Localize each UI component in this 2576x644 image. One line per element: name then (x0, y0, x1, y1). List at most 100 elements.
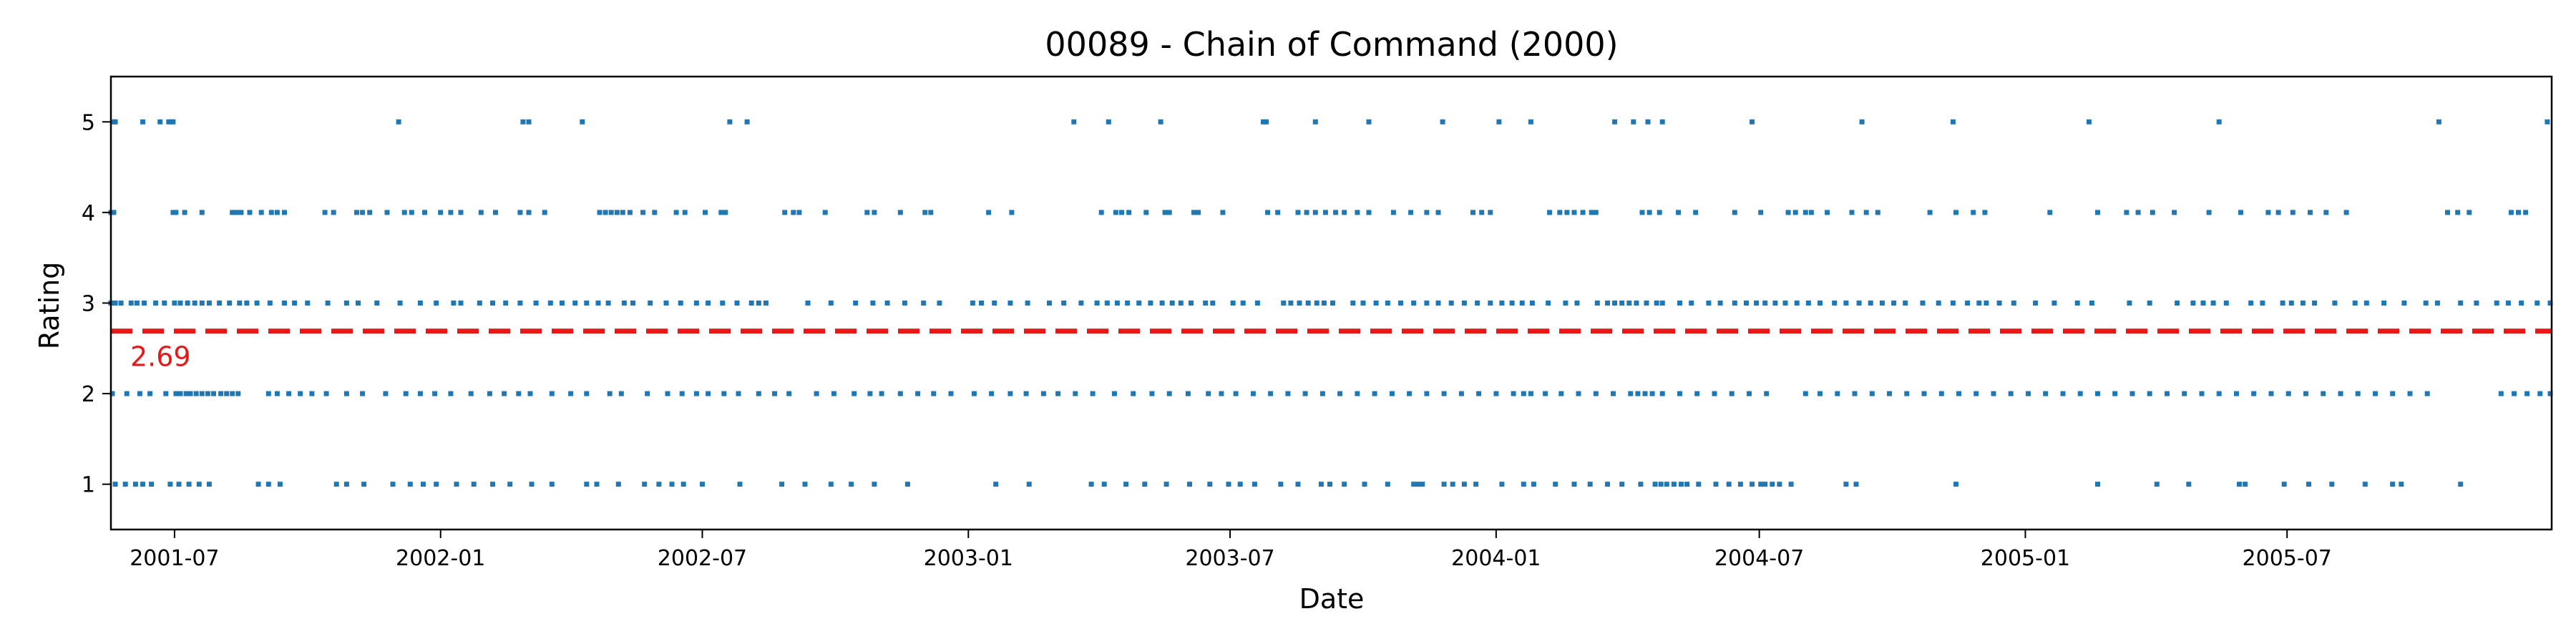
data-point (1965, 301, 1971, 306)
data-point (2436, 119, 2441, 125)
data-point (1475, 301, 1480, 306)
data-point (1869, 391, 1875, 396)
data-point (2175, 301, 2180, 306)
data-point (1268, 391, 1274, 396)
data-point (737, 482, 743, 487)
y-tick-label: 4 (82, 201, 95, 226)
data-point (607, 391, 613, 396)
data-point (584, 482, 590, 487)
data-point (597, 210, 602, 215)
data-point (1976, 301, 1982, 306)
data-point (502, 391, 507, 396)
data-point (2363, 301, 2369, 306)
data-point (1689, 301, 1694, 306)
data-point (568, 391, 574, 396)
data-point (786, 391, 792, 396)
data-point (630, 301, 635, 306)
data-point (167, 482, 173, 487)
data-point (1143, 210, 1149, 215)
data-point (1125, 301, 1131, 306)
data-point (1553, 482, 1558, 487)
data-point (640, 210, 646, 215)
data-point (897, 210, 903, 215)
data-point (2033, 301, 2039, 306)
data-point (526, 210, 532, 215)
data-point (656, 482, 662, 487)
data-point (1355, 391, 1360, 396)
data-point (1318, 482, 1324, 487)
data-point (2129, 391, 2135, 396)
data-point (520, 119, 526, 125)
data-point (2095, 210, 2100, 215)
data-point (602, 210, 608, 215)
data-point (796, 210, 802, 215)
data-point (186, 482, 192, 487)
data-point (1619, 482, 1625, 487)
data-point (879, 391, 884, 396)
data-point (1642, 391, 1648, 396)
axis-ticks: 1 2 3 4 5 2001-07 2002-01 2002-07 2003-01 2003-07… (82, 110, 2332, 571)
data-point (831, 391, 836, 396)
data-point (2275, 210, 2281, 215)
data-point (884, 301, 890, 306)
data-point (2216, 119, 2222, 125)
data-point (111, 210, 117, 215)
data-point (779, 482, 785, 487)
data-point (1009, 210, 1015, 215)
data-point (2268, 391, 2274, 396)
data-point (1265, 210, 1271, 215)
data-point (1737, 482, 1743, 487)
data-point (1634, 301, 1639, 306)
data-point (2306, 482, 2311, 487)
data-point (2399, 482, 2404, 487)
x-tick-label: 2005-07 (2243, 546, 2332, 571)
data-point (1047, 301, 1052, 306)
data-point (1314, 301, 1319, 306)
data-point (157, 119, 163, 125)
data-point (937, 301, 942, 306)
data-point (1547, 210, 1553, 215)
data-point (2338, 391, 2343, 396)
data-point (1644, 301, 1649, 306)
data-point (2445, 210, 2450, 215)
data-point (1131, 391, 1136, 396)
data-point (756, 391, 761, 396)
data-point (1210, 301, 1216, 306)
data-point (1219, 391, 1224, 396)
data-point (529, 482, 535, 487)
data-point (1312, 210, 1318, 215)
data-point (2086, 119, 2092, 125)
data-point (1612, 119, 1618, 125)
data-point (1619, 301, 1625, 306)
data-point (2373, 391, 2378, 396)
data-point (265, 482, 271, 487)
data-point (422, 210, 427, 215)
data-point (727, 119, 733, 125)
data-point (258, 210, 264, 215)
data-point (1288, 301, 1294, 306)
data-point (1073, 391, 1078, 396)
data-point (2323, 210, 2329, 215)
data-point (1645, 119, 1651, 125)
data-point (1448, 301, 1454, 306)
data-point (1385, 301, 1390, 306)
data-point (1528, 119, 1533, 125)
data-point (333, 482, 339, 487)
data-point (1061, 301, 1067, 306)
data-point (390, 482, 396, 487)
data-point (814, 391, 819, 396)
data-point (1360, 301, 1366, 306)
data-point (1111, 391, 1117, 396)
data-point (1571, 482, 1577, 487)
data-point (970, 301, 975, 306)
x-tick-label: 2004-01 (1451, 546, 1541, 571)
data-point (1458, 391, 1464, 396)
data-point (1580, 210, 1586, 215)
data-point (163, 391, 169, 396)
data-point (852, 391, 857, 396)
data-point (2362, 482, 2368, 487)
data-point (706, 301, 711, 306)
data-point (1794, 301, 1800, 306)
data-point (1240, 301, 1246, 306)
data-point (1252, 482, 1257, 487)
